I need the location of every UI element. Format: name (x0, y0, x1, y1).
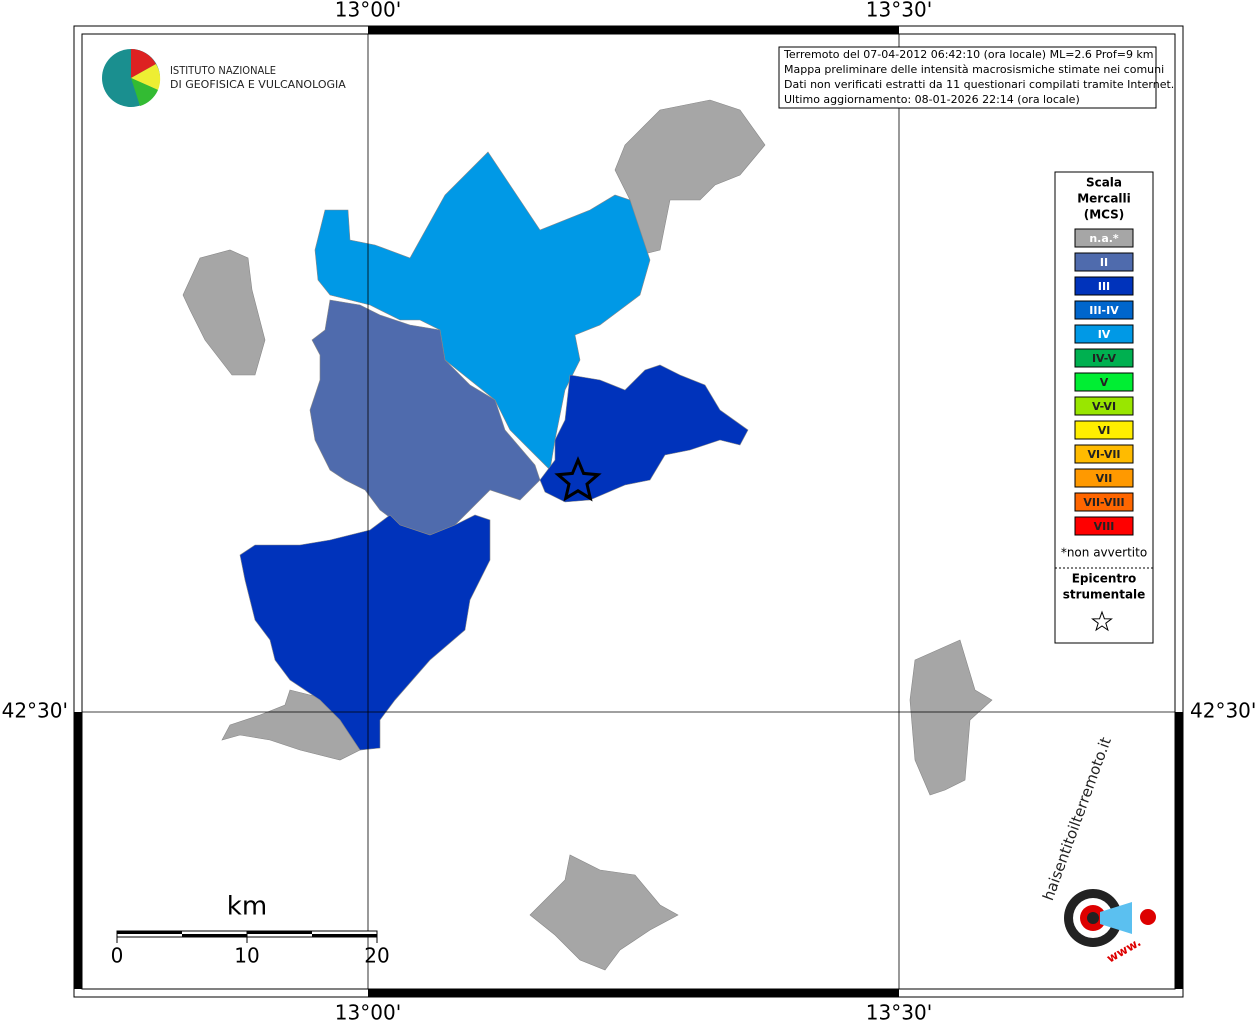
info-line: Ultimo aggiornamento: 08-01-2026 22:14 (… (784, 93, 1080, 106)
axis-label: 13°00' (335, 1001, 401, 1025)
ingv-logo: ISTITUTO NAZIONALE DI GEOFISICA E VULCAN… (102, 49, 346, 107)
legend-swatch (1074, 516, 1134, 536)
info-line: Dati non verificati estratti da 11 quest… (784, 78, 1174, 91)
axis-label: 42°30' (2, 699, 68, 723)
scale-segment (117, 931, 182, 934)
legend-label: III-IV (1089, 304, 1119, 317)
info-line: Mappa preliminare delle intensità macros… (784, 63, 1164, 76)
region (239, 514, 491, 751)
org-name: DI GEOFISICA E VULCANOLOGIA (170, 78, 346, 91)
legend-swatch (1074, 252, 1134, 272)
axis-label: 42°30' (1190, 699, 1256, 723)
scale-segment (182, 934, 247, 937)
logo-badge (1140, 909, 1156, 925)
legend-label: IV (1098, 328, 1111, 341)
legend-title: (MCS) (1084, 208, 1125, 222)
org-name: ISTITUTO NAZIONALE (170, 64, 276, 77)
region (539, 364, 749, 503)
legend-swatch (1074, 396, 1134, 416)
legend-swatch (1074, 492, 1134, 512)
border-bar (74, 712, 82, 989)
region (314, 151, 651, 471)
legend-label: VII (1096, 472, 1113, 485)
region (909, 639, 993, 796)
legend-swatch (1074, 324, 1134, 344)
region (529, 854, 679, 971)
scale-segment (247, 931, 312, 934)
border-bar (368, 26, 899, 34)
region (182, 249, 266, 376)
border-bar (368, 989, 899, 997)
legend-label: IV-V (1092, 352, 1117, 365)
logo-part (131, 78, 158, 106)
legend-swatch (1074, 276, 1134, 296)
legend-swatch (1074, 420, 1134, 440)
legend-epicenter: strumentale (1063, 588, 1146, 602)
legend-star (1091, 610, 1113, 632)
scale-segment (312, 934, 377, 937)
regions (182, 99, 993, 971)
legend-swatch (1074, 300, 1134, 320)
legend-label: n.a.* (1089, 232, 1119, 245)
scale-tick-label: 10 (234, 944, 259, 968)
info-box (778, 46, 1157, 109)
legend-swatch (1074, 444, 1134, 464)
legend-label: VII-VIII (1083, 496, 1124, 509)
legend-note: *non avvertito (1061, 546, 1147, 560)
legend-epicenter: Epicentro (1072, 572, 1137, 586)
legend-label: III (1098, 280, 1110, 293)
info-text: Terremoto del 07-04-2012 06:42:10 (ora l… (783, 48, 1174, 106)
axis-label: 13°00' (335, 0, 401, 22)
legend-label: VIII (1094, 520, 1115, 533)
logo-part (131, 49, 156, 78)
legend-label: VI-VII (1087, 448, 1120, 461)
scale-tick-label: 20 (364, 944, 389, 968)
legend-label: VI (1098, 424, 1111, 437)
legend-title: Scala (1086, 176, 1122, 190)
legend: Scala Mercalli (MCS) *non avvertito Epic… (1054, 171, 1154, 644)
axis-label: 13°30' (866, 0, 932, 22)
axis-label: 13°30' (866, 1001, 932, 1025)
scale-tick-label: 0 (111, 944, 124, 968)
scale-unit: km (227, 892, 267, 922)
legend-label: V-VI (1092, 400, 1116, 413)
logo-ring (1087, 912, 1099, 924)
legend-label: V (1100, 376, 1109, 389)
info-line: Terremoto del 07-04-2012 06:42:10 (ora l… (783, 48, 1154, 61)
legend-title: Mercalli (1077, 192, 1131, 206)
legend-swatch (1074, 372, 1134, 392)
border-bar (1175, 712, 1183, 989)
epicenter-star (554, 456, 602, 502)
graticule (82, 34, 1175, 989)
region (309, 299, 541, 536)
legend-swatch (1074, 348, 1134, 368)
legend-swatch (1074, 468, 1134, 488)
legend-swatch (1074, 228, 1134, 248)
logo-wave (1100, 902, 1132, 934)
legend-label: II (1100, 256, 1108, 269)
scale-bar: km 0 10 20 (111, 892, 390, 968)
logo-part (131, 64, 161, 90)
